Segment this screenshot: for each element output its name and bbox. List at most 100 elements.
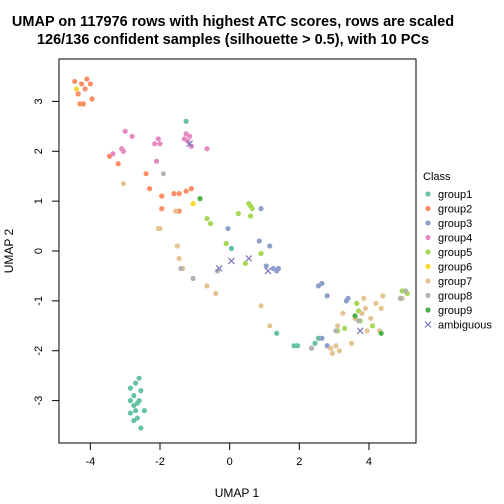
point-group1 — [274, 330, 280, 336]
point-group8 — [355, 318, 362, 324]
point-group6 — [73, 86, 80, 92]
point-group4 — [122, 128, 128, 134]
x-axis-label: UMAP 1 — [215, 486, 260, 500]
point-group3 — [324, 293, 330, 299]
point-group7 — [174, 243, 181, 249]
plot-area-frame — [58, 58, 417, 444]
legend-label: group9 — [438, 305, 472, 317]
point-group3 — [319, 280, 325, 287]
point-group1 — [127, 410, 133, 416]
point-group7 — [204, 283, 210, 289]
legend-item-group1: group1 — [425, 189, 472, 201]
point-group8 — [160, 171, 167, 177]
point-group1 — [312, 340, 318, 346]
point-group5 — [258, 250, 264, 257]
x-tick-label: -2 — [155, 456, 165, 468]
legend: Class group1 group2 group3 group4 group5 grou… — [423, 171, 492, 332]
point-ambiguous — [227, 257, 235, 265]
y-tick-label: -2 — [33, 346, 45, 356]
point-group3 — [267, 243, 273, 249]
legend-item-group4: group4 — [425, 233, 472, 245]
point-group7 — [335, 323, 341, 329]
point-group2 — [84, 76, 90, 82]
point-group8 — [402, 288, 409, 294]
point-group2 — [183, 188, 189, 194]
point-group2 — [143, 171, 149, 177]
legend-label: group2 — [438, 204, 472, 216]
point-group1 — [138, 425, 144, 431]
legend-marker — [425, 307, 431, 313]
legend-marker — [425, 278, 431, 284]
point-group1 — [136, 375, 142, 381]
point-group3 — [256, 238, 262, 244]
point-group9 — [378, 330, 384, 336]
point-group1 — [133, 380, 139, 386]
x-tick-label: 0 — [227, 456, 233, 468]
point-group1 — [127, 398, 133, 404]
point-group7 — [373, 300, 379, 306]
point-group7 — [213, 290, 219, 296]
legend-label: group1 — [438, 189, 472, 201]
point-group5 — [242, 260, 248, 267]
legend-label: group7 — [438, 276, 472, 288]
point-group4 — [152, 141, 158, 147]
point-group4 — [129, 133, 135, 139]
chart-title-line2: 126/136 confident samples (silhouette > … — [37, 32, 429, 48]
point-group5 — [342, 325, 348, 331]
point-group5 — [235, 210, 241, 217]
point-ambiguous — [215, 265, 223, 272]
point-group9 — [197, 196, 203, 202]
point-group2 — [82, 86, 88, 92]
x-tick-label: 4 — [366, 456, 372, 468]
point-group5 — [223, 240, 229, 247]
point-group2 — [115, 161, 121, 167]
point-group7 — [361, 295, 367, 301]
point-group8 — [397, 295, 403, 301]
point-group5 — [249, 206, 255, 212]
point-group2 — [89, 96, 95, 102]
point-group1 — [228, 245, 235, 252]
point-group5 — [207, 220, 214, 227]
point-group3 — [274, 268, 280, 274]
x-tick-label: -4 — [85, 456, 95, 468]
point-group2 — [79, 81, 85, 87]
point-group4 — [204, 146, 210, 152]
point-group1 — [294, 343, 301, 349]
y-tick-label: 0 — [33, 248, 45, 254]
y-tick-label: 2 — [33, 148, 45, 154]
point-group7 — [378, 305, 384, 311]
point-group7 — [362, 305, 369, 311]
legend-marker — [425, 205, 431, 212]
point-group3 — [258, 206, 264, 212]
point-group7 — [368, 315, 374, 321]
point-group7 — [340, 310, 346, 316]
point-group7 — [267, 323, 273, 329]
legend-label: group3 — [438, 218, 472, 230]
point-group7 — [333, 343, 339, 349]
point-group1 — [131, 417, 137, 424]
point-group8 — [190, 275, 196, 282]
y-axis: -3 -2 -1 0 1 2 3 — [33, 98, 60, 406]
legend-item-group9: group9 — [425, 305, 472, 317]
point-group2 — [171, 191, 177, 197]
point-group7 — [348, 340, 355, 346]
point-group2 — [87, 81, 93, 87]
point-group4 — [153, 158, 160, 164]
point-group5 — [247, 213, 254, 219]
point-group7 — [380, 293, 386, 299]
legend-label: group5 — [438, 247, 472, 259]
point-group3 — [225, 225, 231, 232]
point-group7 — [336, 348, 342, 354]
legend-title: Class — [423, 171, 451, 183]
point-group1 — [138, 388, 144, 394]
legend-item-group8: group8 — [425, 291, 472, 303]
point-ambiguous — [245, 255, 253, 262]
point-ambiguous — [186, 140, 194, 148]
point-group5 — [354, 300, 360, 306]
point-group7 — [364, 328, 370, 334]
point-group2 — [146, 186, 153, 192]
point-group3 — [263, 263, 269, 269]
legend-marker — [425, 234, 431, 241]
legend-marker — [425, 220, 431, 226]
